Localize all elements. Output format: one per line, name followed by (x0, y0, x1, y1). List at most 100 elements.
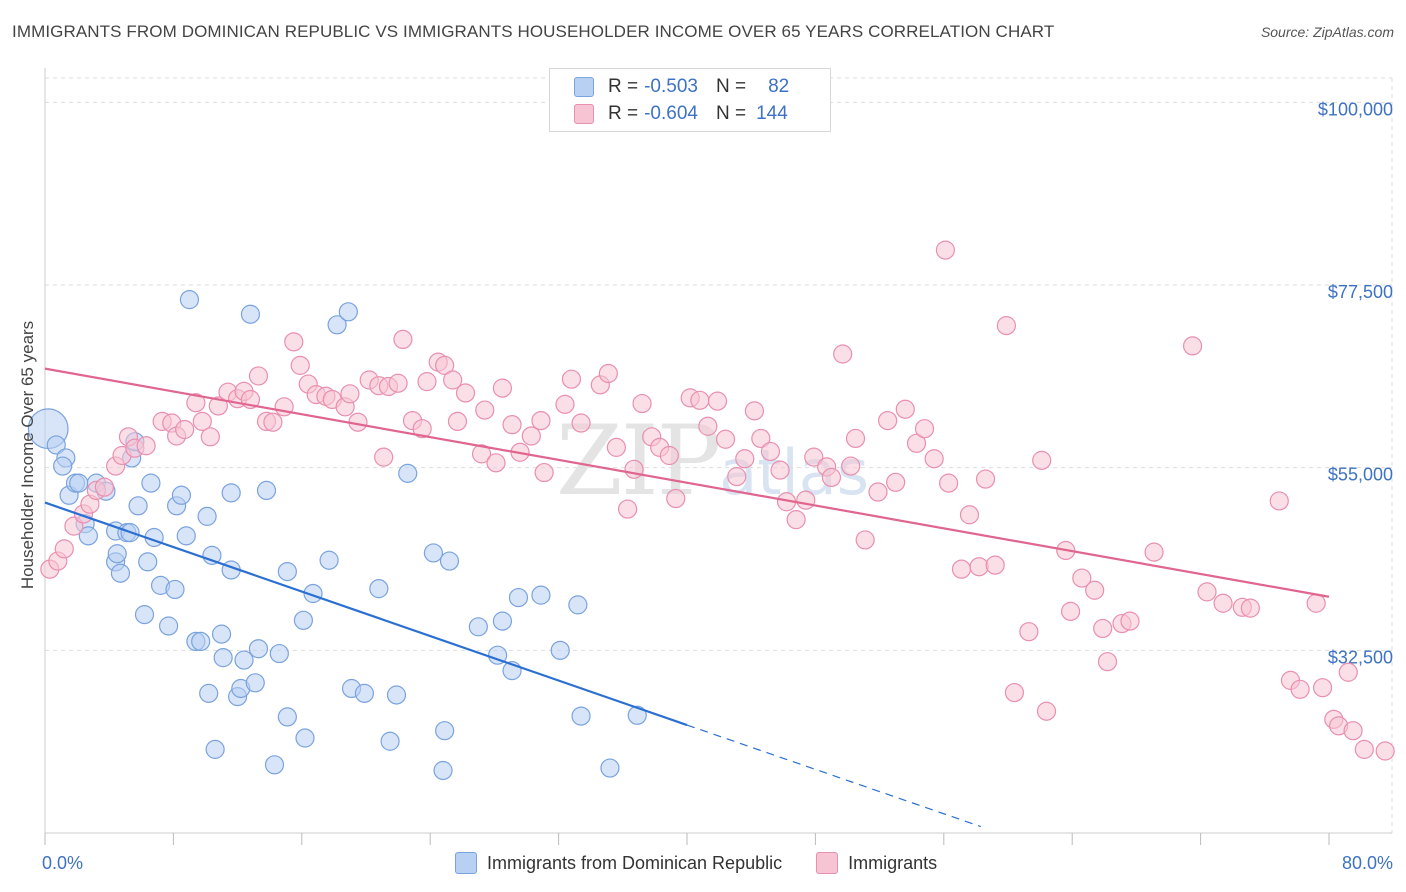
data-point (914, 419, 935, 439)
data-point (386, 685, 407, 705)
data-point (293, 610, 314, 630)
trend-line-immigrants (44, 367, 1330, 598)
data-point (1072, 568, 1092, 588)
data-point (234, 650, 254, 670)
data-point (277, 561, 297, 582)
legend-swatch-blue (574, 77, 594, 97)
data-point (398, 463, 418, 483)
data-point (727, 467, 747, 487)
data-point (996, 316, 1016, 336)
data-point (969, 557, 989, 577)
data-point (1290, 679, 1310, 699)
data-point (598, 363, 618, 384)
data-point (200, 427, 220, 447)
data-point (136, 436, 156, 456)
series-legend-label: Immigrants (848, 852, 938, 873)
data-point (54, 539, 74, 559)
data-point (186, 393, 206, 413)
legend-n-label: N = (715, 76, 747, 97)
data-point (600, 758, 620, 778)
data-point (1120, 611, 1140, 631)
data-point (175, 419, 195, 440)
data-point (632, 393, 652, 414)
trend-line-dominican-extension (686, 724, 981, 828)
data-point (1213, 593, 1233, 613)
data-point (1182, 336, 1203, 356)
data-point (447, 411, 468, 432)
data-point (1060, 601, 1081, 621)
data-point (439, 551, 460, 571)
data-point (868, 482, 888, 502)
y-tick-label: $55,000 (1328, 465, 1393, 485)
series-legend: Immigrants from Dominican Republic Immig… (455, 852, 971, 874)
data-point (295, 728, 315, 748)
data-point (94, 477, 114, 497)
data-point (606, 437, 626, 457)
legend-r-label: R = (608, 103, 639, 124)
data-point (388, 373, 408, 393)
data-point (240, 304, 261, 324)
series-legend-label: Immigrants from Dominican Republic (487, 852, 783, 873)
legend-row-pink: R = -0.604 N = 144 (574, 101, 788, 127)
data-point (821, 467, 842, 488)
data-point (435, 721, 455, 741)
data-point (833, 344, 853, 364)
data-point (221, 483, 241, 503)
data-point (412, 419, 432, 439)
data-point (191, 631, 211, 652)
legend-n-label: N = (715, 103, 747, 124)
data-point (171, 485, 192, 505)
data-point (1354, 739, 1374, 759)
data-point (1144, 542, 1164, 562)
data-point (935, 240, 956, 260)
data-point (561, 369, 582, 389)
data-point (1269, 491, 1289, 511)
data-point (290, 355, 310, 375)
data-point (939, 473, 959, 493)
data-point (521, 426, 541, 446)
data-point (555, 394, 575, 414)
data-point (796, 490, 816, 510)
data-point (1343, 721, 1363, 741)
source-credit: Source: ZipAtlas.com (1260, 24, 1394, 40)
data-point (1097, 652, 1118, 672)
legend-n-value: 82 (768, 76, 790, 97)
data-point (433, 760, 453, 781)
data-point (855, 530, 875, 550)
data-point (906, 433, 927, 453)
data-point (199, 683, 219, 703)
chart-title: IMMIGRANTS FROM DOMINICAN REPUBLIC VS IM… (12, 22, 1055, 41)
data-point (492, 378, 513, 398)
data-point (417, 372, 437, 392)
data-point (1032, 450, 1052, 470)
legend-swatch-pink (574, 104, 594, 124)
legend-row-blue: R = -0.503 N = 82 (574, 74, 789, 100)
data-point (786, 510, 806, 530)
data-point (690, 390, 710, 410)
data-point (959, 505, 980, 525)
data-point (571, 413, 591, 433)
data-point (158, 616, 179, 636)
data-point (951, 559, 972, 579)
data-point (319, 550, 339, 570)
data-point (1312, 678, 1333, 698)
data-point (486, 453, 506, 473)
data-point (985, 555, 1005, 575)
data-point (1338, 662, 1358, 682)
data-point (568, 595, 588, 615)
data-point (110, 563, 131, 583)
y-tick-label: $100,000 (1318, 99, 1393, 119)
data-point (924, 449, 944, 469)
data-point (284, 332, 304, 352)
series-legend-item-blue: Immigrants from Dominican Republic (455, 852, 782, 874)
data-point (69, 473, 89, 493)
data-point (211, 624, 232, 644)
series-dominican-points (27, 290, 647, 781)
correlation-legend: R = -0.503 N = 82 R = -0.604 N = 144 (549, 68, 831, 132)
data-point (393, 329, 413, 350)
data-point (53, 456, 73, 476)
y-tick-label: $32,500 (1328, 647, 1393, 667)
grid-layer (45, 77, 1393, 833)
data-point (770, 460, 790, 480)
